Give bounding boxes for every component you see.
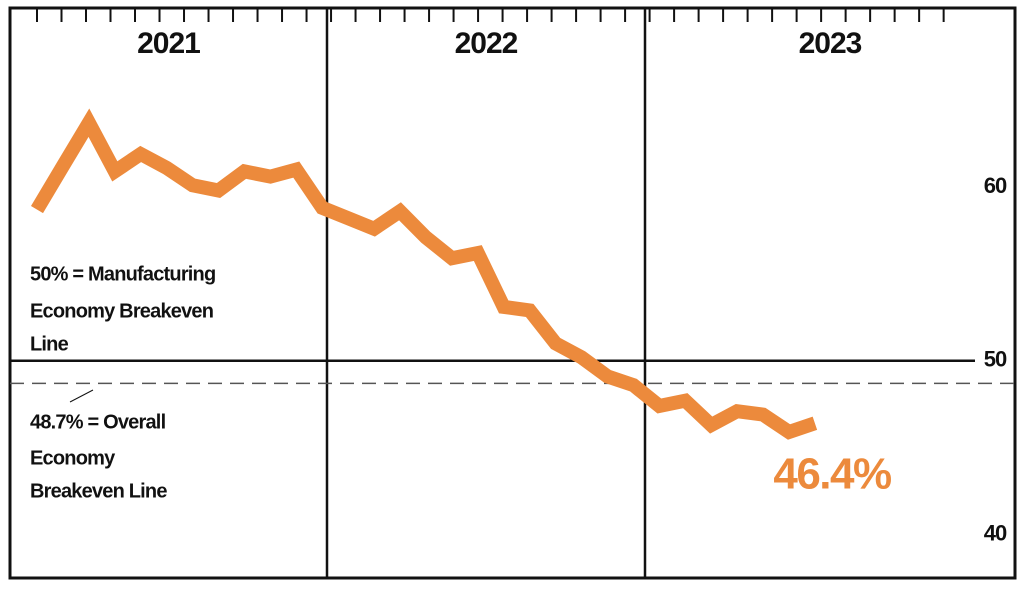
year-label: 2021 — [137, 27, 200, 60]
reference-note: Line — [30, 333, 69, 355]
year-label: 2022 — [455, 27, 518, 60]
reference-note: 50% = Manufacturing — [30, 263, 215, 285]
frame — [8, 6, 1017, 580]
y-tick-label: 40 — [984, 520, 1007, 545]
reference-note: 48.7% = Overall — [30, 411, 166, 433]
y-tick-label: 60 — [984, 173, 1007, 198]
reference-note: Economy — [30, 447, 116, 469]
year-label: 2023 — [799, 27, 862, 60]
reference-note: Economy Breakeven — [30, 300, 213, 322]
y-tick-label: 50 — [984, 347, 1007, 372]
data-line — [30, 108, 818, 440]
end-label: 46.4% — [773, 450, 891, 499]
reference-note: Breakeven Line — [30, 480, 167, 502]
note-pointer — [69, 389, 94, 403]
